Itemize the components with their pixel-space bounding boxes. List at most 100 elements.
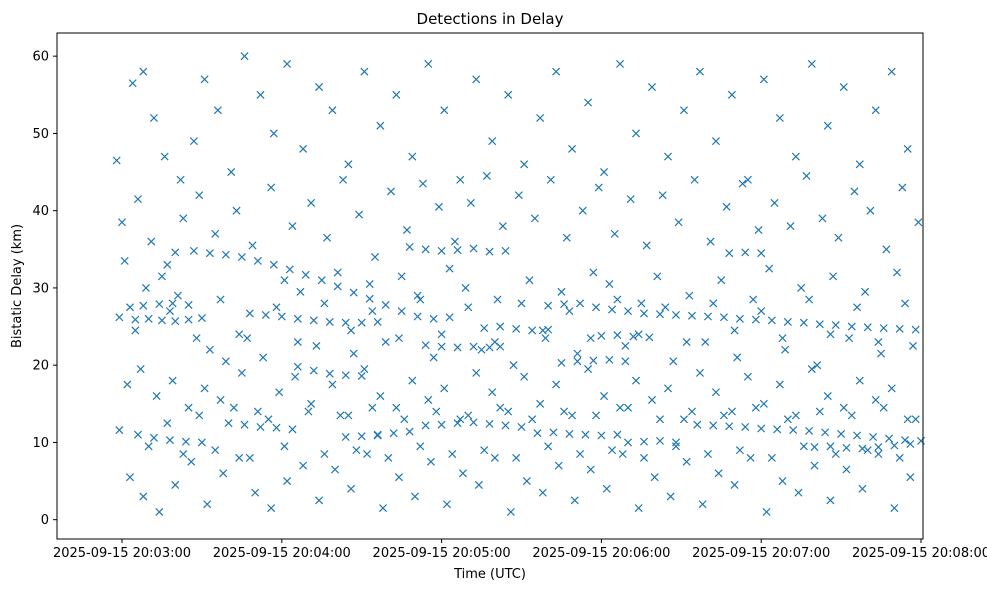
data-point-marker	[165, 436, 174, 445]
data-point-marker	[655, 415, 665, 424]
data-point-marker	[568, 144, 577, 153]
data-point-marker	[570, 496, 579, 505]
data-point-marker	[293, 314, 302, 323]
data-point-marker	[498, 222, 507, 231]
data-point-marker	[900, 299, 910, 308]
x-tick-label: 2025-09-15 20:05:00	[373, 546, 511, 561]
data-point-marker	[490, 453, 499, 462]
data-point-marker	[608, 305, 617, 314]
data-point-marker	[504, 407, 513, 416]
data-point-marker	[584, 365, 593, 374]
data-point-marker	[616, 59, 625, 68]
data-point-marker	[552, 67, 561, 76]
data-point-marker	[576, 449, 585, 459]
data-point-marker	[184, 300, 193, 309]
data-point-marker	[280, 276, 289, 285]
data-point-marker	[663, 152, 673, 161]
data-point-marker	[453, 246, 462, 255]
data-point-marker	[759, 75, 768, 84]
data-point-marker	[195, 411, 204, 420]
data-point-marker	[624, 307, 633, 316]
data-point-marker	[863, 323, 872, 332]
data-point-marker	[139, 67, 148, 76]
data-point-marker	[578, 206, 587, 215]
data-point-marker	[141, 283, 150, 292]
data-point-marker	[823, 121, 832, 130]
data-point-marker	[624, 438, 633, 447]
data-point-marker	[879, 324, 888, 333]
data-point-marker	[685, 291, 694, 300]
data-point-marker	[528, 326, 537, 335]
data-point-marker	[639, 437, 649, 446]
data-point-marker	[727, 90, 736, 99]
data-point-marker	[805, 426, 814, 435]
data-point-marker	[698, 500, 707, 509]
y-axis-ticks: 0 10 20 30 40 50 60	[32, 50, 57, 528]
data-point-marker	[357, 371, 366, 381]
data-point-marker	[112, 156, 121, 165]
data-point-marker	[576, 299, 585, 308]
data-point-marker	[757, 249, 766, 258]
data-point-marker	[874, 449, 883, 459]
data-point-marker	[482, 171, 491, 180]
data-point-marker	[613, 430, 622, 439]
data-point-marker	[719, 411, 728, 420]
data-point-marker	[469, 342, 478, 351]
data-point-marker	[877, 349, 886, 358]
data-point-marker	[754, 225, 763, 235]
data-point-marker	[829, 272, 838, 281]
data-point-marker	[203, 500, 212, 509]
data-point-marker	[573, 357, 582, 366]
data-point-marker	[549, 428, 558, 437]
data-point-marker	[797, 283, 806, 292]
data-point-marker	[895, 324, 904, 333]
data-point-marker	[296, 287, 305, 296]
y-tick-label: 50	[32, 127, 49, 142]
data-point-marker	[165, 307, 174, 316]
data-point-marker	[717, 276, 726, 285]
data-point-marker	[589, 356, 598, 365]
data-point-marker	[504, 90, 513, 99]
data-point-marker	[621, 341, 630, 350]
data-point-marker	[906, 473, 915, 482]
data-point-marker	[464, 303, 473, 312]
data-point-marker	[408, 376, 417, 385]
data-point-marker	[810, 443, 819, 452]
data-point-marker	[616, 403, 625, 412]
data-point-marker	[488, 388, 497, 397]
data-point-marker	[171, 480, 180, 489]
data-point-marker	[157, 272, 166, 281]
data-point-marker	[394, 334, 404, 343]
data-point-marker	[730, 326, 739, 335]
data-point-marker	[522, 477, 531, 486]
data-point-marker	[229, 403, 238, 412]
data-point-marker	[887, 67, 896, 76]
data-point-marker	[647, 83, 657, 92]
data-point-marker	[357, 432, 366, 441]
data-point-marker	[661, 303, 670, 312]
data-point-marker	[301, 270, 310, 279]
data-point-marker	[139, 492, 148, 501]
data-point-marker	[347, 326, 356, 335]
data-point-marker	[586, 465, 595, 474]
data-point-marker	[645, 333, 654, 342]
data-point-marker	[179, 214, 188, 223]
data-point-marker	[773, 425, 782, 434]
data-point-marker	[496, 322, 505, 331]
data-point-marker	[144, 442, 153, 451]
data-point-marker	[456, 175, 465, 184]
data-point-marker	[416, 295, 425, 304]
data-point-marker	[869, 433, 878, 442]
data-point-marker	[469, 244, 478, 253]
data-point-marker	[480, 446, 489, 455]
data-point-marker	[871, 106, 880, 115]
data-point-marker	[701, 337, 710, 347]
data-point-marker	[871, 395, 880, 404]
data-point-marker	[613, 295, 622, 304]
data-point-marker	[277, 312, 286, 321]
data-point-marker	[501, 421, 510, 430]
data-point-marker	[842, 443, 851, 452]
data-point-marker	[778, 334, 787, 343]
data-point-marker	[213, 106, 222, 115]
data-point-marker	[378, 504, 388, 513]
